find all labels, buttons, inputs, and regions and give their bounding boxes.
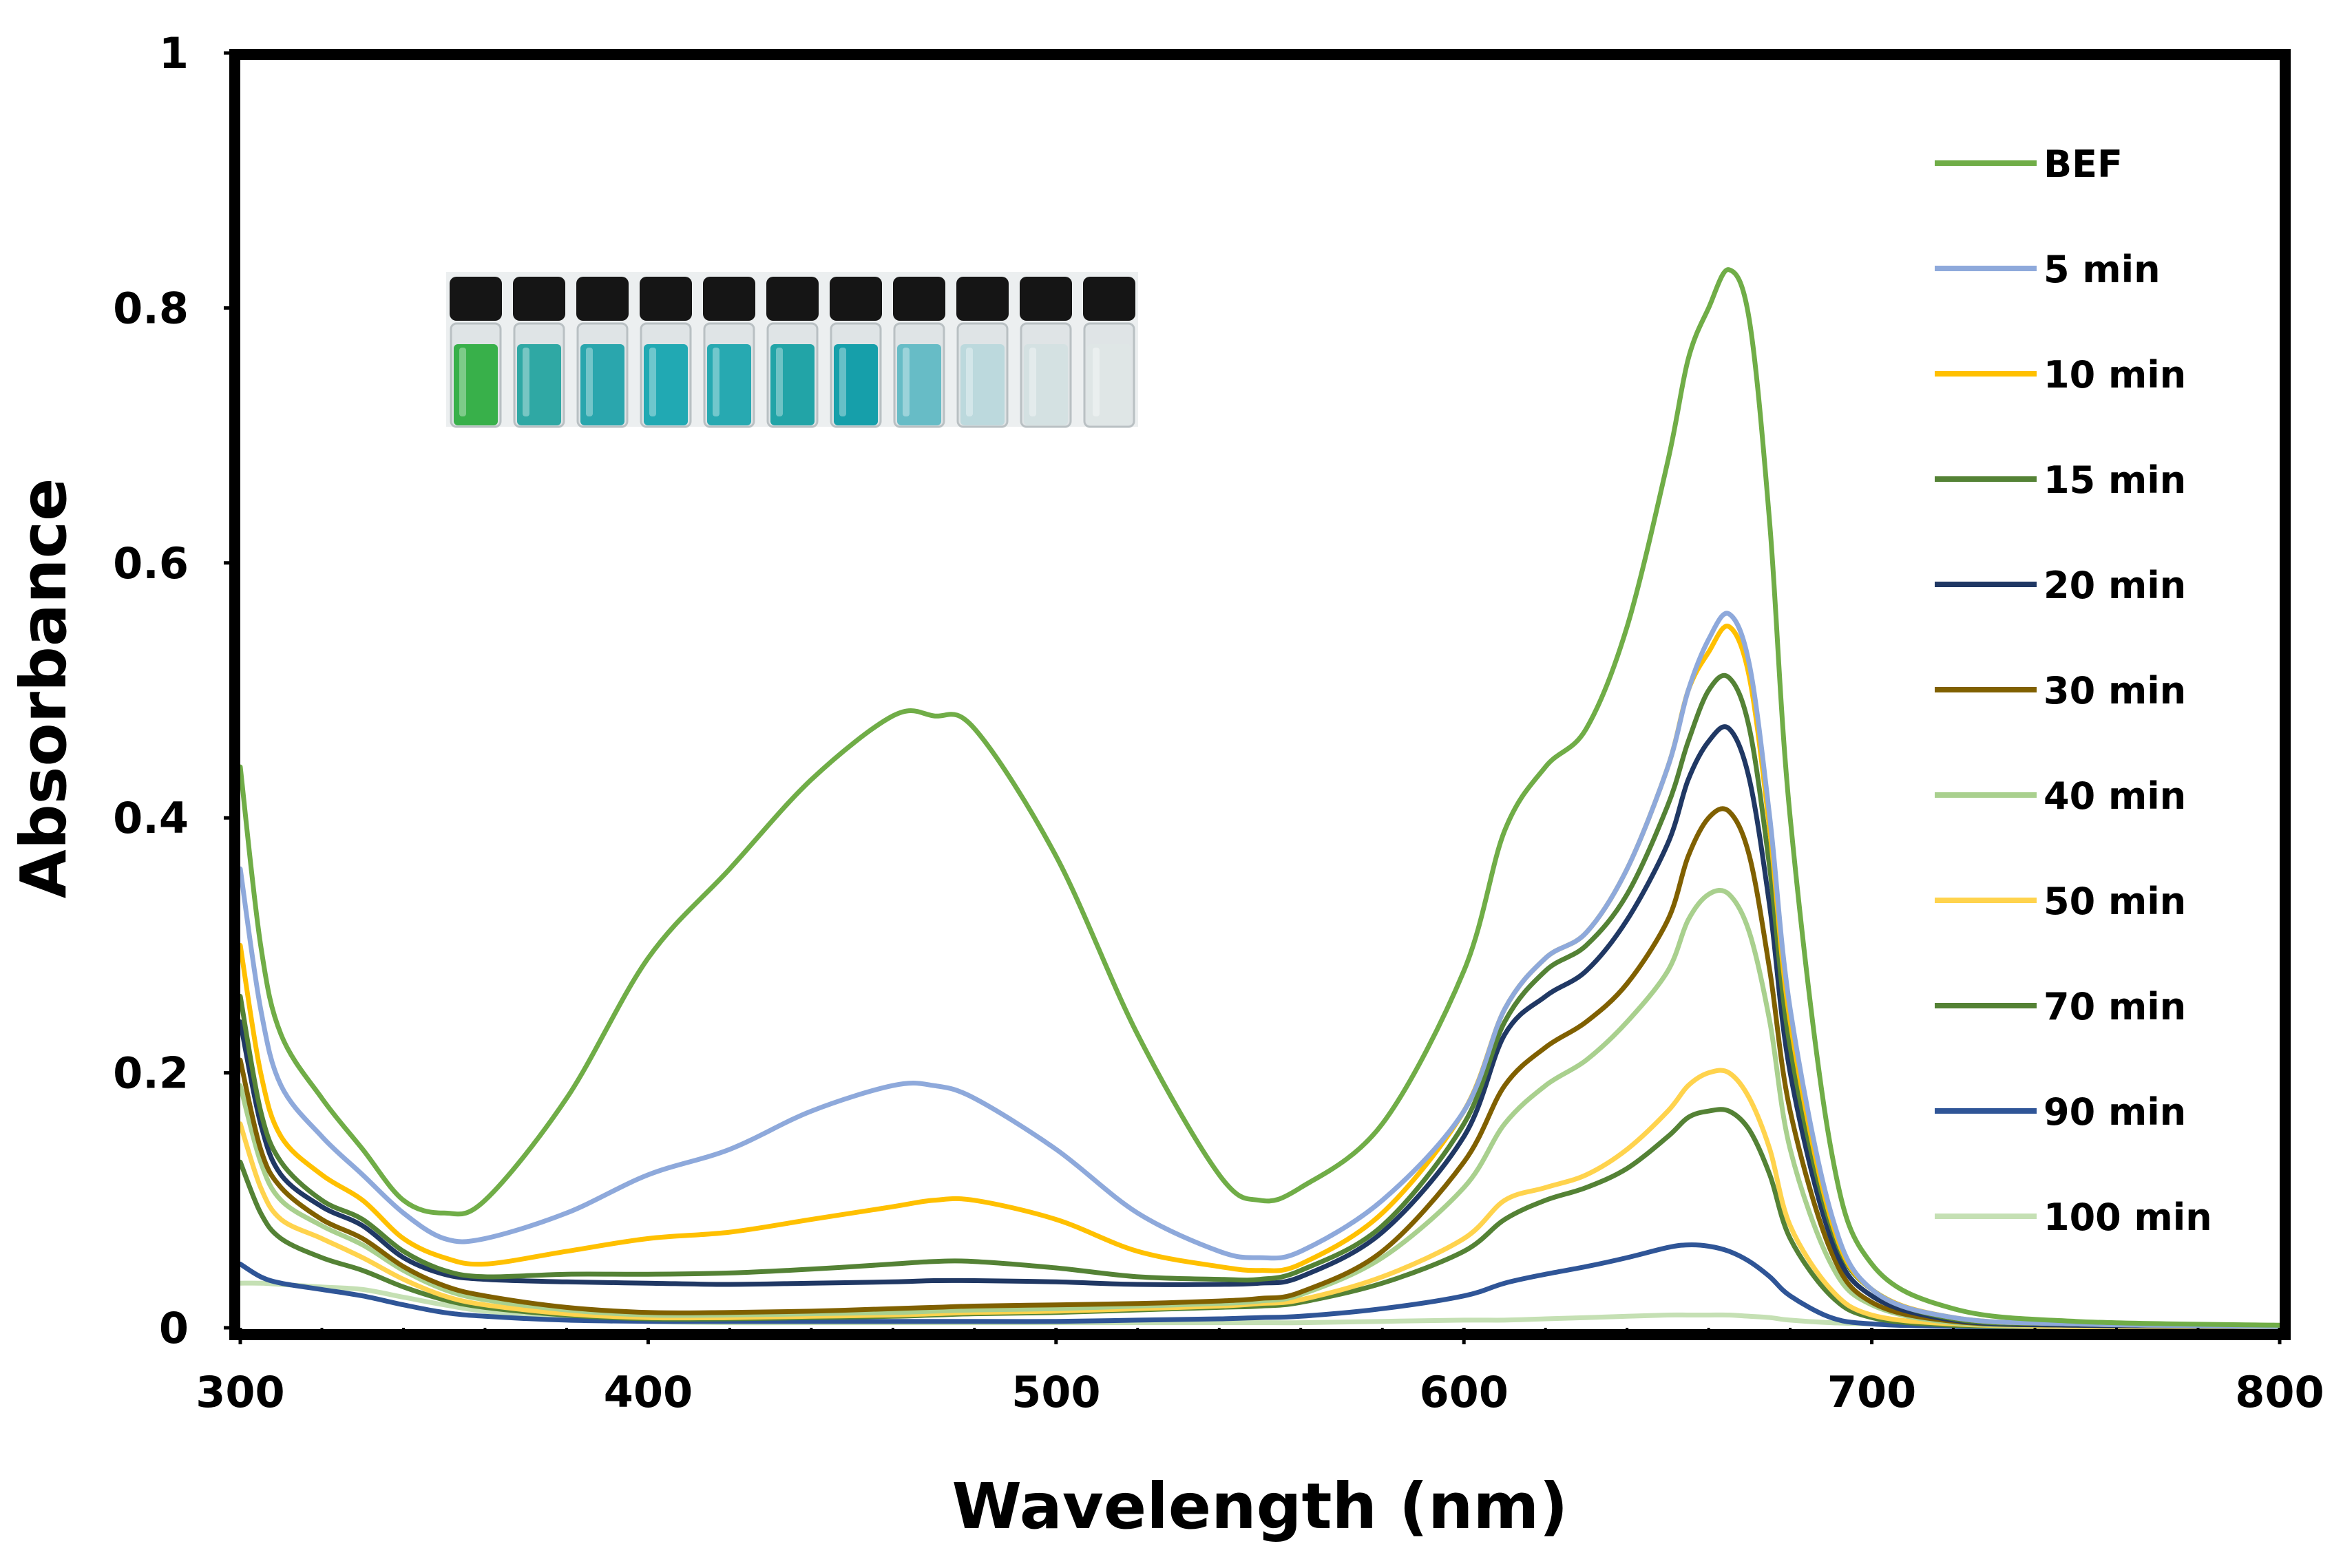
legend-label-70-min: 70 min [2044,985,2186,1028]
vial-cap [830,277,882,321]
series-line-90-min [238,1242,2282,1329]
vial-cap [703,277,755,321]
legend-label-90-min: 90 min [2044,1090,2186,1134]
vial-cap [576,277,629,321]
vial-liquid [644,344,688,425]
vial-cap [1083,277,1135,321]
legend-label-10-min: 10 min [2044,353,2186,396]
vial [956,277,1009,428]
plot-frame [229,49,2291,1340]
vial [893,277,945,428]
vial [703,277,755,428]
vial-highlight [1029,348,1036,416]
legend-label-bef: BEF [2044,142,2123,186]
vial-highlight [1093,348,1100,416]
legend-label-100-min: 100 min [2044,1196,2212,1239]
vial-highlight [586,348,593,416]
vial-liquid [580,344,624,425]
vial [1020,277,1072,428]
vial-cap [766,277,819,321]
vial-cap [893,277,945,321]
vial-liquid [517,344,561,425]
legend-label-50-min: 50 min [2044,880,2186,923]
series-line-15-min [238,672,2282,1329]
series-line-5-min [238,611,2282,1329]
x-tick-label: 500 [1011,1367,1100,1417]
vial [450,277,502,428]
x-tick-label: 700 [1827,1367,1916,1417]
vial [513,277,565,428]
vial [830,277,882,428]
vial-highlight [649,348,656,416]
vial-liquid [834,344,878,425]
x-tick-label: 300 [196,1367,284,1417]
y-tick-label: 0.2 [113,1048,189,1099]
y-tick-label: 0.6 [113,538,189,589]
series-line-70-min [238,1107,2282,1329]
vial-liquid [897,344,941,425]
vial-liquid [1024,344,1068,425]
x-tick-label: 800 [2235,1367,2324,1417]
y-tick-label: 0 [159,1303,189,1353]
series-line-100-min [238,1280,2282,1329]
x-axis-title: Wavelength (nm) [952,1470,1568,1543]
vial-cap [513,277,565,321]
series-line-20-min [238,724,2282,1329]
vial-cap [450,277,502,321]
series-line-50-min [238,1068,2282,1329]
series-line-40-min [238,888,2282,1329]
series-line-30-min [238,806,2282,1329]
legend: BEF 5 min 10 min 15 min 20 min 30 min 40 min 50… [1921,136,2238,1244]
x-tick-label: 600 [1419,1367,1508,1417]
legend-label-5-min: 5 min [2044,248,2161,291]
vial-liquid [1087,344,1131,425]
vial-highlight [523,348,529,416]
legend-label-15-min: 15 min [2044,458,2186,502]
vial [1083,277,1135,428]
vial-highlight [776,348,783,416]
vial-liquid [770,344,815,425]
x-tick-label: 400 [604,1367,693,1417]
axis-tick-labels: 300 400 500 600 700 800 0 0.2 0.4 0.6 0.8 1 [113,28,2324,1417]
vial-cap [956,277,1009,321]
y-tick-label: 1 [159,28,189,78]
series-line-bef [238,267,2282,1328]
axis-ticks [224,51,2282,1344]
vial-cap [1020,277,1072,321]
vial-highlight [713,348,719,416]
legend-label-30-min: 30 min [2044,669,2186,712]
vial-liquid [960,344,1005,425]
vial-highlight [459,348,466,416]
series-layer [238,267,2282,1329]
vial [766,277,819,428]
vial-liquid [454,344,498,425]
vial-highlight [966,348,973,416]
y-tick-label: 0.4 [113,793,189,843]
y-tick-label: 0.8 [113,283,189,333]
vial [640,277,692,428]
vial-photo-inset [446,272,1138,428]
vial [576,277,629,428]
y-axis-title: Absorbance [7,478,81,899]
vial-liquid [707,344,751,425]
legend-label-20-min: 20 min [2044,564,2186,607]
vial-cap [640,277,692,321]
vial-highlight [839,348,846,416]
vial-highlight [903,348,910,416]
legend-label-40-min: 40 min [2044,774,2186,818]
